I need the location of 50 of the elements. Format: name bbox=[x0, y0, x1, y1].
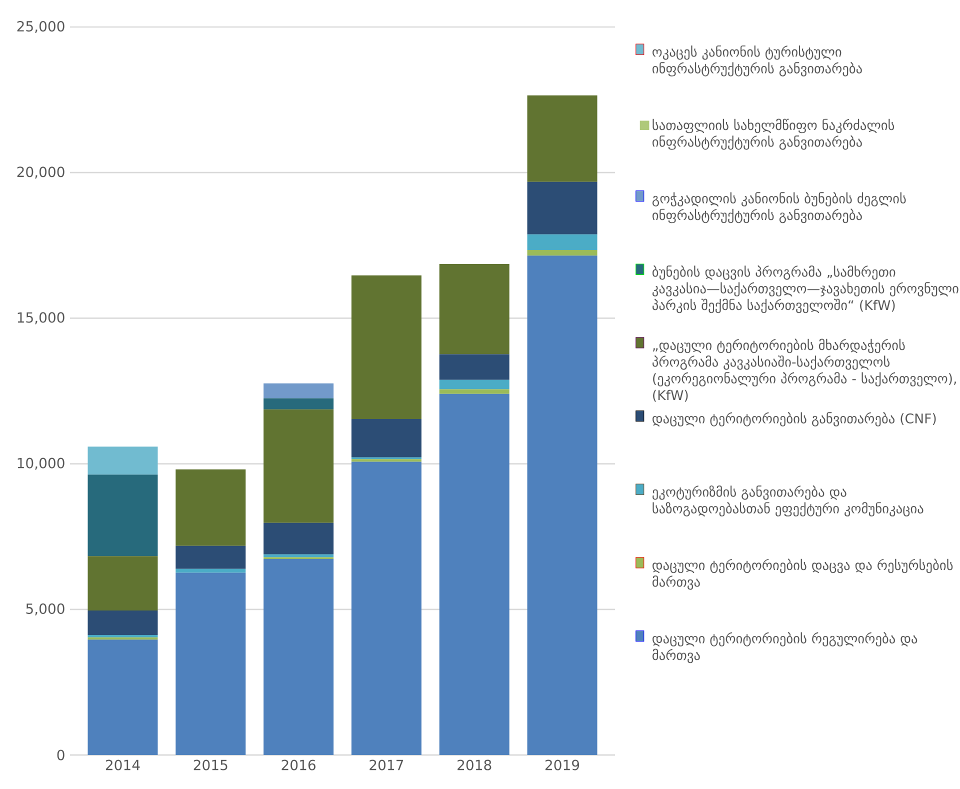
bar bbox=[439, 380, 510, 390]
legend-label: სათაფლიის სახელმწიფო ნაკრძალის ინფრასტრუქტურის განვითარება bbox=[652, 118, 894, 150]
y-tick-label: 25,000 bbox=[17, 20, 64, 34]
x-tick-label: 2016 bbox=[282, 760, 316, 770]
x-tick-label: 2017 bbox=[370, 760, 404, 770]
y-tick-label: 5,000 bbox=[26, 603, 64, 616]
bar bbox=[439, 389, 510, 394]
bar bbox=[264, 398, 334, 410]
bar bbox=[527, 182, 598, 234]
bar bbox=[527, 250, 598, 256]
bar bbox=[88, 474, 158, 556]
bar bbox=[88, 446, 158, 475]
bar bbox=[439, 264, 510, 354]
bar bbox=[351, 459, 422, 462]
legend-label: დაცული ტერიტორიების რეგულირება და მართვა bbox=[652, 632, 918, 664]
bar bbox=[264, 409, 334, 523]
bar bbox=[439, 354, 510, 380]
bar bbox=[176, 469, 246, 546]
y-tick-label: 20,000 bbox=[17, 166, 64, 179]
bar bbox=[351, 462, 422, 755]
y-tick-label: 15,000 bbox=[18, 312, 64, 324]
bar bbox=[527, 256, 598, 755]
bar bbox=[88, 640, 158, 755]
bar bbox=[176, 572, 246, 755]
x-tick-label: 2019 bbox=[545, 760, 580, 770]
x-tick-label: 2018 bbox=[458, 760, 492, 770]
y-tick-label: 10,000 bbox=[18, 458, 64, 470]
legend-label: ეკოტურიზმის განვითარება და საზოგადოებასთან ეფექტური კომუნიკაცია bbox=[652, 485, 924, 516]
bar bbox=[176, 546, 246, 569]
bar bbox=[264, 522, 334, 554]
legend-label: დაცული ტერიტორიების განვითარება (CNF) bbox=[652, 412, 936, 426]
legend-label: გოჭკადილის კანიონის ბუნების ძეგლის ინფრასტრუქტურის განვითარება bbox=[652, 192, 906, 224]
bar bbox=[439, 394, 510, 755]
bar bbox=[351, 275, 422, 419]
legend-label: დაცული ტერიტორიების დაცვა და რესურსების მართვა bbox=[652, 558, 953, 590]
bar bbox=[88, 556, 158, 611]
bar bbox=[264, 559, 334, 755]
bar bbox=[527, 95, 598, 182]
legend-label: „დაცული ტერიტორიების მხარდაჭერის პროგრამა კავკასიაში-საქართველოს (ეკორეგიონალური პროგრამა - საქართველო), (KfW) bbox=[652, 338, 956, 402]
y-tick-label: 0 bbox=[57, 750, 64, 760]
bar bbox=[264, 554, 334, 558]
legend-label: ოკაცეს კანიონის ტურისტული ინფრასტრუქტურის განვითარება bbox=[652, 45, 862, 76]
x-tick-label: 2015 bbox=[194, 760, 228, 770]
bar bbox=[88, 610, 158, 636]
x-tick-label: 2014 bbox=[106, 760, 140, 770]
legend-label: ბუნების დაცვის პროგრამა „სამხრეთი კავკასია—საქართველო—ჯავახეთის ეროვნული პარკის შექმნა საქართველოში“ (KfW) bbox=[652, 265, 958, 314]
bar bbox=[264, 383, 334, 398]
bar bbox=[527, 234, 598, 250]
bar bbox=[351, 418, 422, 458]
bar bbox=[176, 568, 246, 573]
